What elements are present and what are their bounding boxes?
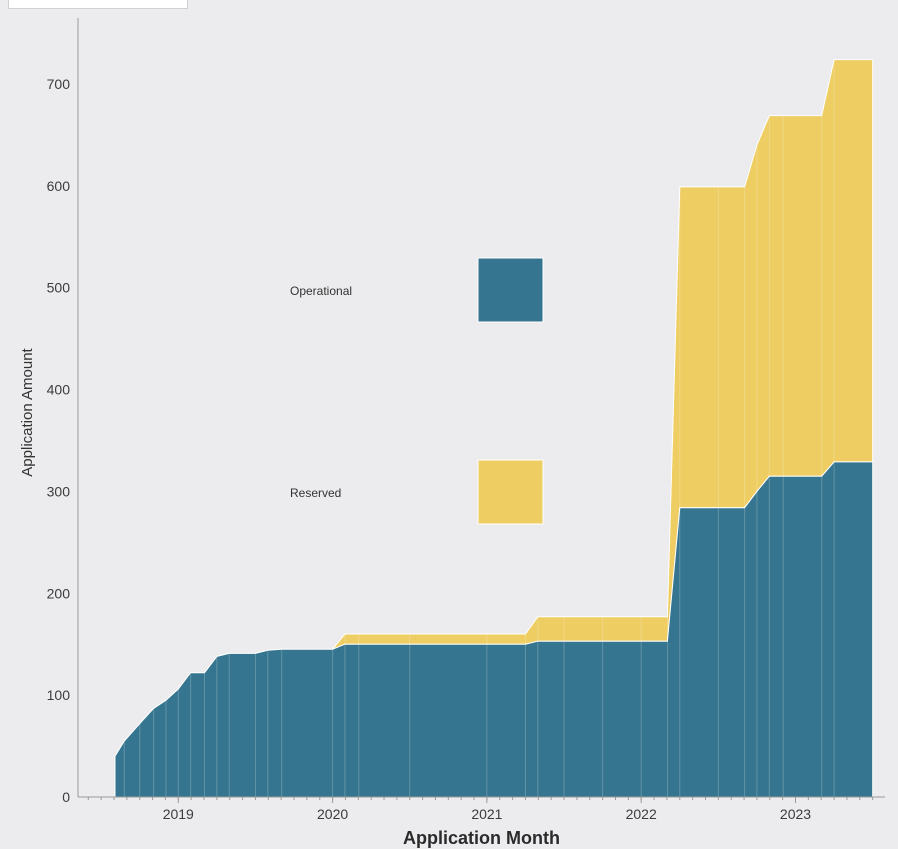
legend-entry-reserved: Reserved: [290, 459, 544, 525]
series-area-operational: [114, 461, 874, 798]
y-tick-label: 700: [47, 76, 71, 92]
y-tick-label: 500: [47, 280, 71, 296]
y-tick-label: 400: [47, 382, 71, 398]
x-tick-label: 2020: [317, 806, 348, 822]
x-tick-label: 2022: [626, 806, 657, 822]
legend-label: Reserved: [290, 486, 341, 500]
y-tick-label: 200: [47, 585, 71, 601]
legend: Operational Reserved: [290, 257, 544, 525]
series-areas: [114, 59, 874, 798]
y-axis-title: Application Amount: [19, 347, 36, 476]
legend-swatch: [477, 459, 544, 525]
legend-label: Operational: [290, 284, 352, 298]
legend-swatch: [477, 257, 544, 323]
x-axis-title: Application Month: [403, 828, 560, 848]
y-tick-label: 100: [47, 687, 71, 703]
toolbar-box: [8, 0, 188, 9]
y-tick-label: 0: [62, 789, 70, 805]
axes: 2019 2020 2021 2022 2023 0 100 200 300 400 500 600 7…: [19, 18, 885, 848]
y-tick-label: 600: [47, 178, 71, 194]
legend-entry-operational: Operational: [290, 257, 544, 323]
y-tick-label: 300: [47, 483, 71, 499]
x-tick-label: 2021: [471, 806, 502, 822]
x-tick-label: 2019: [163, 806, 194, 822]
x-tick-label: 2023: [780, 806, 811, 822]
